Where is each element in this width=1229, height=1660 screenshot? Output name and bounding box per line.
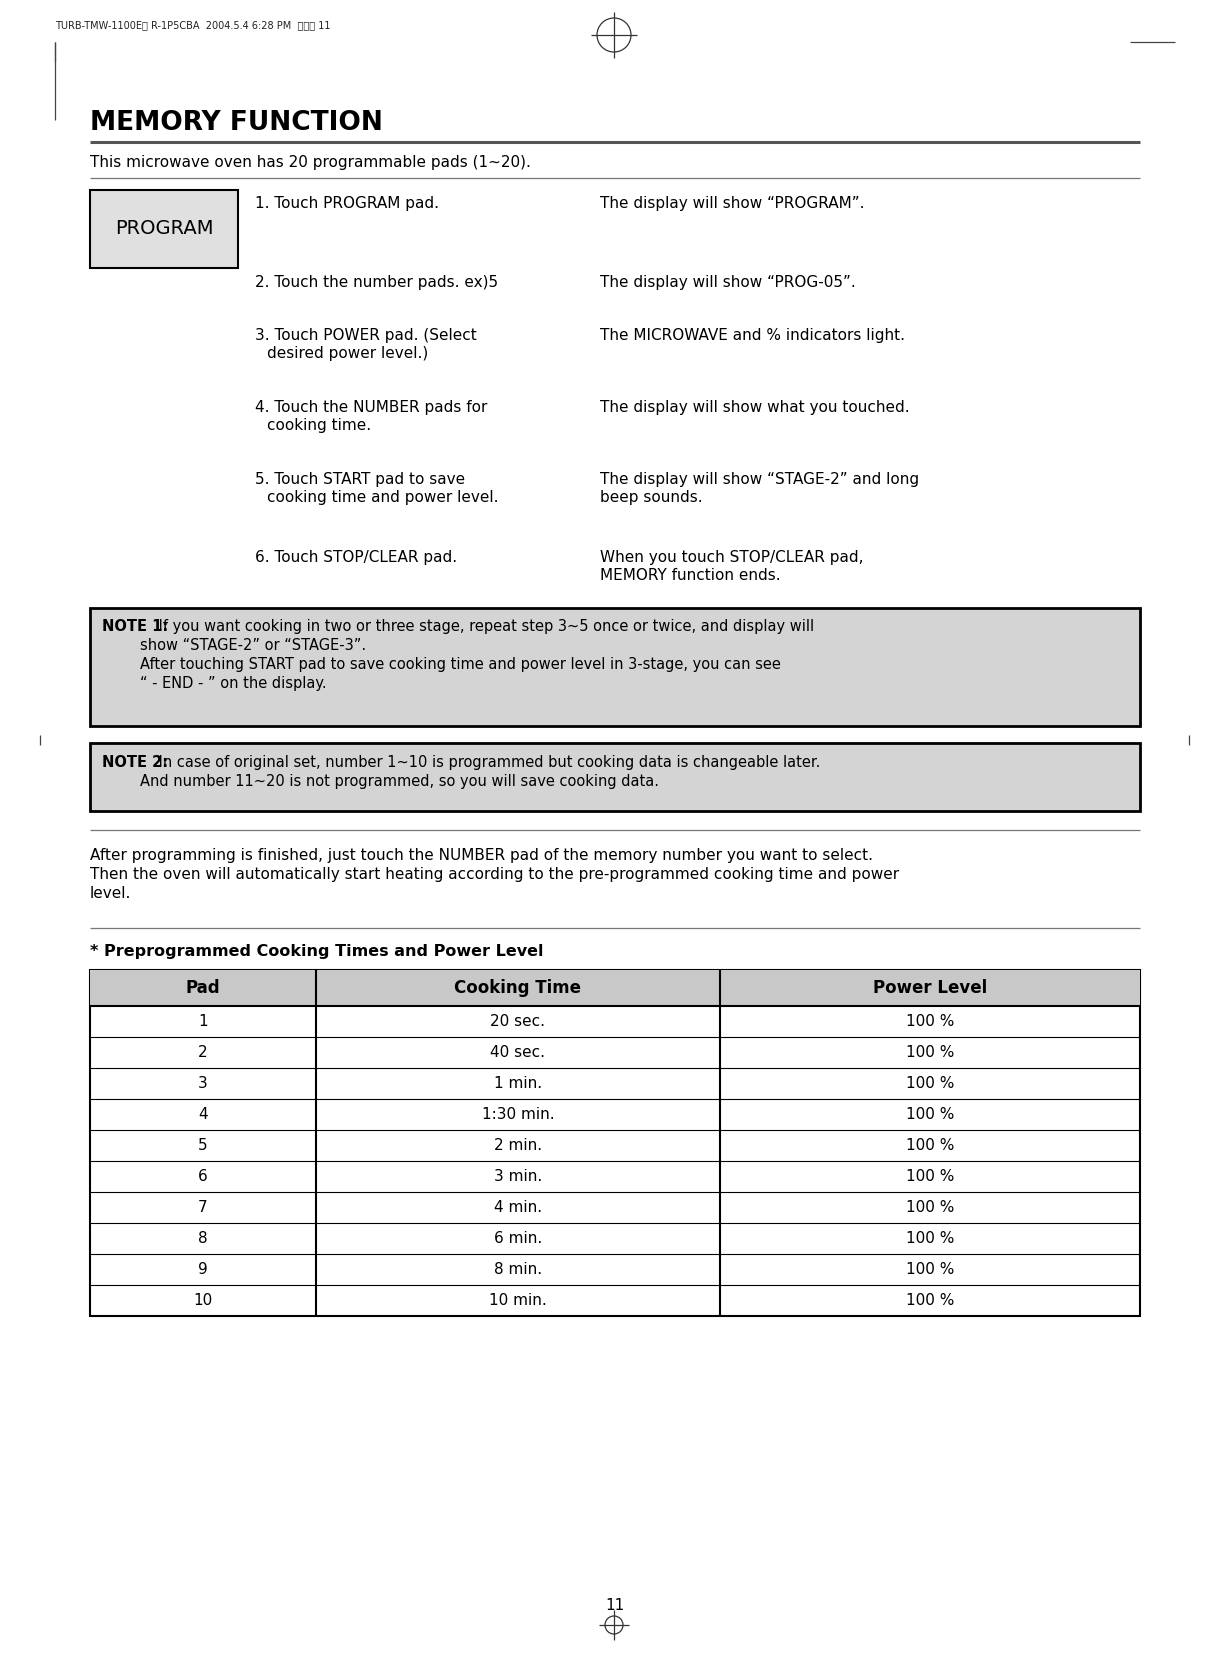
- Text: 8 min.: 8 min.: [494, 1262, 542, 1277]
- Text: If you want cooking in two or three stage, repeat step 3~5 once or twice, and di: If you want cooking in two or three stag…: [154, 619, 814, 634]
- Text: TURB-TMW-1100E영 R-1P5CBA  2004.5.4 6:28 PM  페이지 11: TURB-TMW-1100E영 R-1P5CBA 2004.5.4 6:28 P…: [55, 20, 331, 30]
- Text: 3. Touch POWER pad. (Select: 3. Touch POWER pad. (Select: [254, 329, 477, 344]
- Bar: [90, 744, 1141, 812]
- Bar: [90, 608, 1141, 725]
- Text: 100 %: 100 %: [906, 1262, 954, 1277]
- Text: 100 %: 100 %: [906, 1139, 954, 1154]
- Text: 7: 7: [198, 1200, 208, 1215]
- Text: “ - END - ” on the display.: “ - END - ” on the display.: [140, 676, 327, 691]
- Text: cooking time.: cooking time.: [267, 418, 371, 433]
- Text: 2: 2: [198, 1046, 208, 1061]
- Text: 40 sec.: 40 sec.: [490, 1046, 546, 1061]
- Text: 2 min.: 2 min.: [494, 1139, 542, 1154]
- Text: * Preprogrammed Cooking Times and Power Level: * Preprogrammed Cooking Times and Power …: [90, 945, 543, 959]
- Text: MEMORY FUNCTION: MEMORY FUNCTION: [90, 110, 383, 136]
- Text: 5. Touch START pad to save: 5. Touch START pad to save: [254, 471, 465, 486]
- Text: The display will show “PROG-05”.: The display will show “PROG-05”.: [600, 276, 855, 290]
- Text: The MICROWAVE and % indicators light.: The MICROWAVE and % indicators light.: [600, 329, 905, 344]
- Text: 6 min.: 6 min.: [494, 1232, 542, 1247]
- Text: After programming is finished, just touch the NUMBER pad of the memory number yo: After programming is finished, just touc…: [90, 848, 873, 863]
- Text: 3 min.: 3 min.: [494, 1169, 542, 1184]
- Text: 10 min.: 10 min.: [489, 1293, 547, 1308]
- Text: beep sounds.: beep sounds.: [600, 490, 703, 505]
- Text: 100 %: 100 %: [906, 1169, 954, 1184]
- Text: level.: level.: [90, 886, 132, 901]
- Bar: [90, 969, 1141, 1006]
- Text: The display will show “STAGE-2” and long: The display will show “STAGE-2” and long: [600, 471, 919, 486]
- Text: This microwave oven has 20 programmable pads (1~20).: This microwave oven has 20 programmable …: [90, 154, 531, 169]
- Text: Then the oven will automatically start heating according to the pre-programmed c: Then the oven will automatically start h…: [90, 867, 900, 881]
- Text: 100 %: 100 %: [906, 1076, 954, 1091]
- Bar: [90, 969, 1141, 1316]
- Text: 6. Touch STOP/CLEAR pad.: 6. Touch STOP/CLEAR pad.: [254, 549, 457, 564]
- Text: 4: 4: [198, 1107, 208, 1122]
- Text: In case of original set, number 1~10 is programmed but cooking data is changeabl: In case of original set, number 1~10 is …: [154, 755, 821, 770]
- Text: 100 %: 100 %: [906, 1107, 954, 1122]
- Text: MEMORY function ends.: MEMORY function ends.: [600, 568, 780, 583]
- Text: 8: 8: [198, 1232, 208, 1247]
- Text: Pad: Pad: [186, 979, 220, 998]
- Text: 11: 11: [605, 1599, 624, 1614]
- Text: 100 %: 100 %: [906, 1200, 954, 1215]
- Text: NOTE 1:: NOTE 1:: [102, 619, 168, 634]
- Text: 20 sec.: 20 sec.: [490, 1014, 546, 1029]
- Text: 4 min.: 4 min.: [494, 1200, 542, 1215]
- Text: And number 11~20 is not programmed, so you will save cooking data.: And number 11~20 is not programmed, so y…: [140, 774, 659, 788]
- Text: 1: 1: [198, 1014, 208, 1029]
- Text: desired power level.): desired power level.): [267, 345, 428, 360]
- Text: Cooking Time: Cooking Time: [455, 979, 581, 998]
- Text: NOTE 2:: NOTE 2:: [102, 755, 168, 770]
- Text: 1:30 min.: 1:30 min.: [482, 1107, 554, 1122]
- Text: 100 %: 100 %: [906, 1232, 954, 1247]
- Bar: [90, 189, 238, 267]
- Text: 4. Touch the NUMBER pads for: 4. Touch the NUMBER pads for: [254, 400, 488, 415]
- Text: 9: 9: [198, 1262, 208, 1277]
- Text: show “STAGE-2” or “STAGE-3”.: show “STAGE-2” or “STAGE-3”.: [140, 637, 366, 652]
- Text: 100 %: 100 %: [906, 1046, 954, 1061]
- Text: When you touch STOP/CLEAR pad,: When you touch STOP/CLEAR pad,: [600, 549, 864, 564]
- Text: 1. Touch PROGRAM pad.: 1. Touch PROGRAM pad.: [254, 196, 439, 211]
- Text: 1 min.: 1 min.: [494, 1076, 542, 1091]
- Text: The display will show “PROGRAM”.: The display will show “PROGRAM”.: [600, 196, 864, 211]
- Text: Power Level: Power Level: [873, 979, 987, 998]
- Text: 6: 6: [198, 1169, 208, 1184]
- Text: 3: 3: [198, 1076, 208, 1091]
- Text: 100 %: 100 %: [906, 1293, 954, 1308]
- Text: 10: 10: [193, 1293, 213, 1308]
- Text: After touching START pad to save cooking time and power level in 3-stage, you ca: After touching START pad to save cooking…: [140, 657, 780, 672]
- Text: 100 %: 100 %: [906, 1014, 954, 1029]
- Text: 5: 5: [198, 1139, 208, 1154]
- Text: cooking time and power level.: cooking time and power level.: [267, 490, 499, 505]
- Text: 2. Touch the number pads. ex)5: 2. Touch the number pads. ex)5: [254, 276, 498, 290]
- Text: The display will show what you touched.: The display will show what you touched.: [600, 400, 909, 415]
- Text: PROGRAM: PROGRAM: [114, 219, 214, 239]
